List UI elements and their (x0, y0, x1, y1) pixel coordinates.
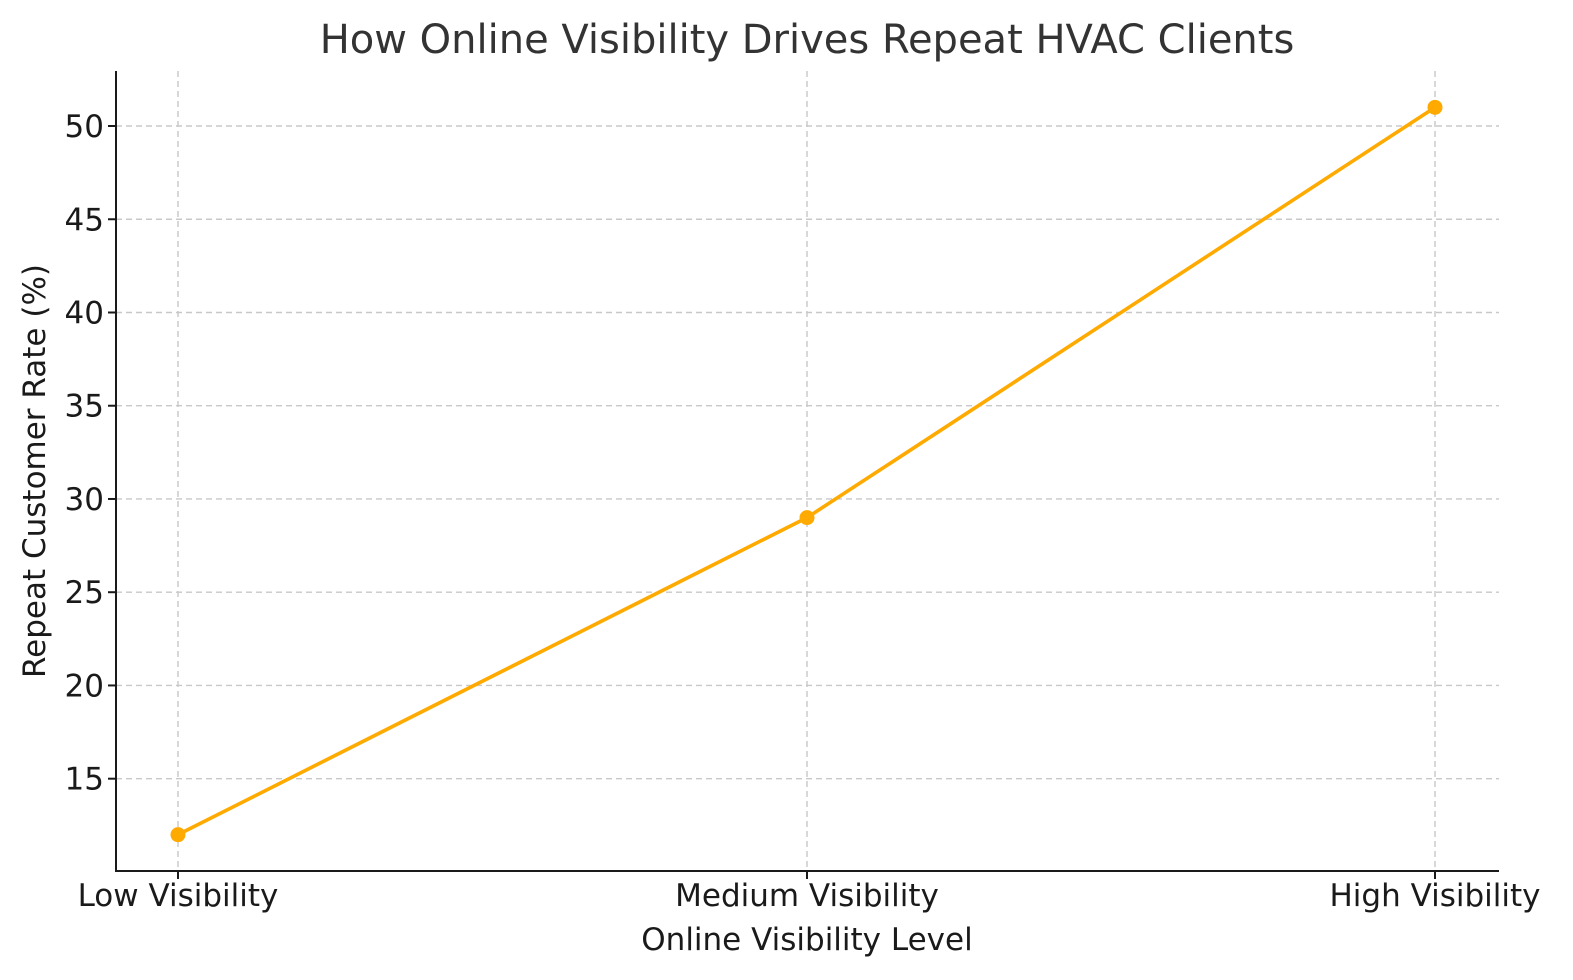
y-tick-label: 15 (65, 762, 104, 798)
data-point (799, 510, 815, 526)
y-tick-label: 40 (65, 295, 104, 331)
axis-spines (115, 71, 1499, 872)
series-layer (170, 99, 1443, 843)
x-axis-label: Online Visibility Level (641, 922, 972, 958)
y-tick-label: 35 (65, 389, 104, 425)
x-tick-label: Medium Visibility (675, 878, 939, 914)
axes (115, 71, 1499, 872)
y-tick-label: 45 (65, 202, 104, 238)
y-tick-label: 50 (65, 109, 104, 145)
y-axis-ticks: 15 20 25 30 35 40 45 50 (65, 109, 116, 798)
y-tick-label: 30 (65, 482, 104, 518)
y-axis-label: Repeat Customer Rate (%) (17, 264, 53, 678)
y-tick-label: 25 (65, 575, 104, 611)
x-tick-label: High Visibility (1329, 878, 1540, 914)
x-axis-ticks: Low Visibility Medium Visibility High Visi… (78, 871, 1541, 914)
data-point (1427, 99, 1443, 115)
grid-lines (116, 71, 1499, 871)
x-tick-label: Low Visibility (78, 878, 279, 914)
data-point (170, 827, 186, 843)
y-tick-label: 20 (65, 668, 104, 704)
chart-title: How Online Visibility Drives Repeat HVAC… (320, 17, 1295, 63)
